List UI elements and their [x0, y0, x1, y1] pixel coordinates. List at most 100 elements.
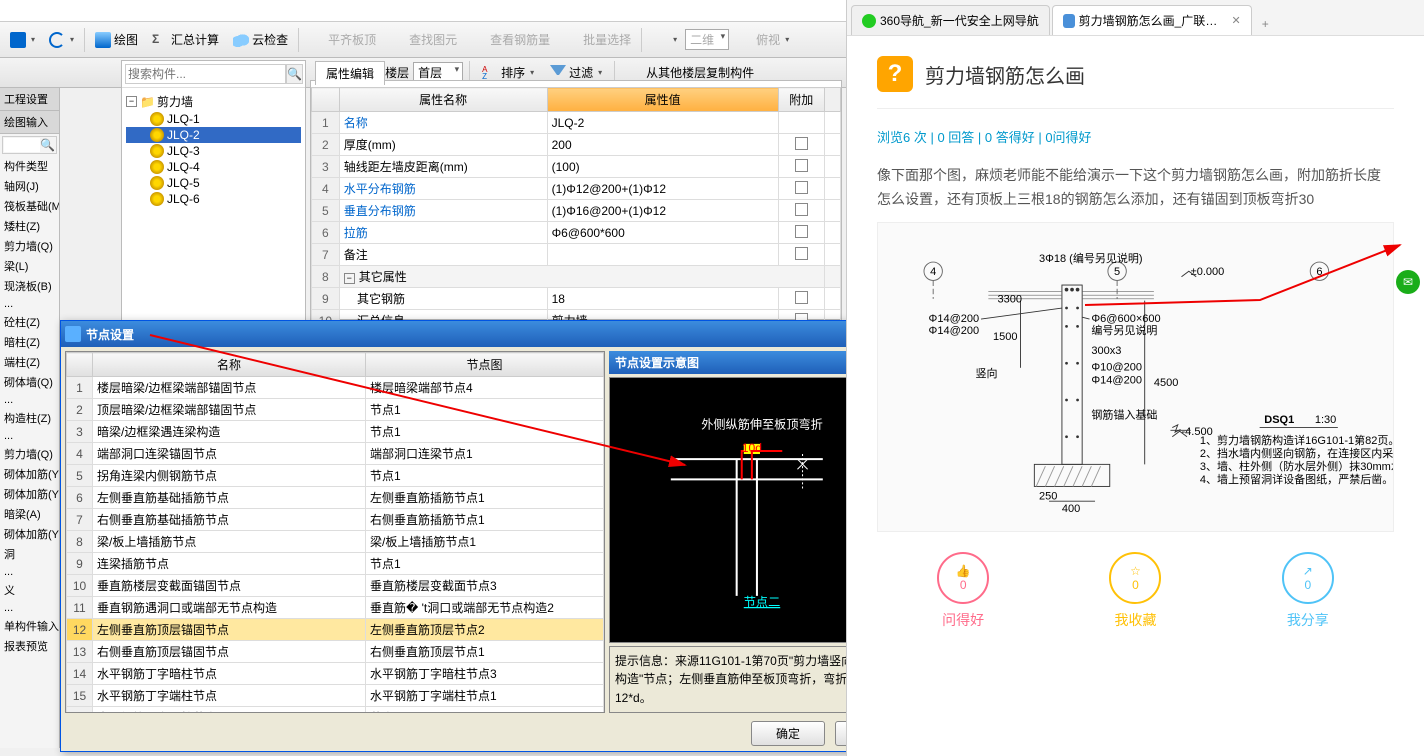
tab-close-icon[interactable]: ✕: [1231, 14, 1240, 27]
node-row[interactable]: 11垂直钢筋遇洞口或端部无节点构造垂直筋� 't洞口或端部无节点构造2: [67, 597, 604, 619]
node-row[interactable]: 8梁/板上墙插筋节点梁/板上墙插筋节点1: [67, 531, 604, 553]
category-item[interactable]: 剪力墙(Q): [0, 444, 59, 464]
node-row[interactable]: 14水平钢筋丁字暗柱节点水平钢筋丁字暗柱节点3: [67, 663, 604, 685]
checkbox[interactable]: [795, 291, 808, 304]
tree-search-button[interactable]: 🔍: [286, 64, 303, 84]
batch-select-button[interactable]: 批量选择: [558, 29, 637, 50]
checkbox[interactable]: [795, 203, 808, 216]
view-rebar-button[interactable]: 查看钢筋量: [465, 29, 556, 50]
property-row[interactable]: 6拉筋Φ6@600*600: [312, 222, 841, 244]
node-row[interactable]: 1楼层暗梁/边框梁端部锚固节点楼层暗梁端部节点4: [67, 377, 604, 399]
top-view-button[interactable]: 俯视▾: [731, 29, 795, 50]
category-item[interactable]: 砌体加筋(Y): [0, 484, 59, 504]
node-row[interactable]: 16水平钢筋丁字无柱节点节点3: [67, 707, 604, 714]
tree-search-input[interactable]: [125, 64, 286, 84]
category-item[interactable]: 构件类型: [0, 156, 59, 176]
browser-tab-2[interactable]: 剪力墙钢筋怎么画_广联达服务新 ✕: [1052, 5, 1252, 35]
category-item[interactable]: 砌体加筋(Y): [0, 464, 59, 484]
category-item[interactable]: 剪力墙(Q): [0, 236, 59, 256]
node-row[interactable]: 2顶层暗梁/边框梁端部锚固节点节点1: [67, 399, 604, 421]
category-item[interactable]: 砼柱(Z): [0, 312, 59, 332]
checkbox[interactable]: [795, 247, 808, 260]
tree-item[interactable]: JLQ-6: [126, 191, 301, 207]
category-item[interactable]: ...: [0, 428, 59, 444]
view-mode-combo[interactable]: 二维: [685, 29, 729, 50]
category-item[interactable]: 暗柱(Z): [0, 332, 59, 352]
browser-tab-1[interactable]: 360导航_新一代安全上网导航: [851, 5, 1050, 35]
left-search-input[interactable]: [4, 138, 40, 152]
collapse-icon[interactable]: −: [126, 96, 137, 107]
category-item[interactable]: 洞: [0, 544, 59, 564]
tree-item[interactable]: JLQ-5: [126, 175, 301, 191]
node-row[interactable]: 3暗梁/边框梁遇连梁构造节点1: [67, 421, 604, 443]
cloud-check-button[interactable]: 云检查: [227, 29, 294, 50]
action-问得好[interactable]: 👍0问得好: [937, 552, 989, 630]
tree-item[interactable]: JLQ-3: [126, 143, 301, 159]
find-elem-button[interactable]: 查找图元: [384, 29, 463, 50]
tree-item[interactable]: JLQ-4: [126, 159, 301, 175]
gear-icon: [150, 176, 164, 190]
property-row[interactable]: 5垂直分布钢筋(1)Φ16@200+(1)Φ12: [312, 200, 841, 222]
property-row[interactable]: 3轴线距左墙皮距离(mm)(100): [312, 156, 841, 178]
category-item[interactable]: 义: [0, 580, 59, 600]
svg-text:5: 5: [1114, 266, 1120, 278]
save-button[interactable]: ▾: [4, 30, 41, 50]
node-row[interactable]: 9连梁插筋节点节点1: [67, 553, 604, 575]
category-item[interactable]: 单构件输入: [0, 616, 59, 636]
category-item[interactable]: ...: [0, 600, 59, 616]
sum-button[interactable]: Σ汇总计算: [146, 29, 225, 50]
node-row[interactable]: 15水平钢筋丁字端柱节点水平钢筋丁字端柱节点1: [67, 685, 604, 707]
ok-button[interactable]: 确定: [751, 721, 825, 746]
category-item[interactable]: 构造柱(Z): [0, 408, 59, 428]
panel-header-draw[interactable]: 绘图输入: [0, 111, 59, 134]
node-row[interactable]: 4端部洞口连梁锚固节点端部洞口连梁节点1: [67, 443, 604, 465]
tree-root[interactable]: − 📁 剪力墙: [126, 92, 301, 111]
checkbox[interactable]: [795, 137, 808, 150]
property-tab[interactable]: 属性编辑: [315, 61, 385, 85]
property-row[interactable]: 2厚度(mm)200: [312, 134, 841, 156]
search-icon[interactable]: 🔍: [40, 138, 55, 152]
flat-top-button[interactable]: 平齐板顶: [303, 29, 382, 50]
category-item[interactable]: 轴网(J): [0, 176, 59, 196]
category-item[interactable]: 端柱(Z): [0, 352, 59, 372]
node-row[interactable]: 10垂直筋楼层变截面锚固节点垂直筋楼层变截面节点3: [67, 575, 604, 597]
checkbox[interactable]: [795, 159, 808, 172]
category-item[interactable]: ...: [0, 392, 59, 408]
node-row[interactable]: 13右侧垂直筋顶层锚固节点右侧垂直筋顶层节点1: [67, 641, 604, 663]
category-item[interactable]: 梁(L): [0, 256, 59, 276]
property-row[interactable]: 4水平分布钢筋(1)Φ12@200+(1)Φ12: [312, 178, 841, 200]
category-item[interactable]: 砌体墙(Q): [0, 372, 59, 392]
checkbox[interactable]: [795, 225, 808, 238]
property-row[interactable]: 1名称JLQ-2: [312, 112, 841, 134]
node-row[interactable]: 7右侧垂直筋基础插筋节点右侧垂直筋插筋节点1: [67, 509, 604, 531]
tree-item[interactable]: JLQ-1: [126, 111, 301, 127]
category-item[interactable]: ...: [0, 296, 59, 312]
category-item[interactable]: 暗梁(A): [0, 504, 59, 524]
tree-item[interactable]: JLQ-2: [126, 127, 301, 143]
action-我分享[interactable]: ↗0我分享: [1282, 552, 1334, 630]
node-row[interactable]: 12左侧垂直筋顶层锚固节点左侧垂直筋顶层节点2: [67, 619, 604, 641]
new-tab-button[interactable]: +: [1254, 13, 1277, 35]
draw-button[interactable]: 绘图: [89, 29, 144, 50]
category-item[interactable]: 矮柱(Z): [0, 216, 59, 236]
property-row[interactable]: 9 其它钢筋18: [312, 288, 841, 310]
node-row[interactable]: 6左侧垂直筋基础插筋节点左侧垂直筋插筋节点1: [67, 487, 604, 509]
category-list: 构件类型轴网(J)筏板基础(M)矮柱(Z)剪力墙(Q)梁(L)现浇板(B)...…: [0, 156, 59, 656]
undo-button[interactable]: ▾: [43, 30, 80, 50]
question-icon: ?: [877, 56, 913, 92]
node-row[interactable]: 5拐角连梁内侧钢筋节点节点1: [67, 465, 604, 487]
action-我收藏[interactable]: ☆0我收藏: [1109, 552, 1161, 630]
property-row[interactable]: 7备注: [312, 244, 841, 266]
checkbox[interactable]: [795, 181, 808, 194]
unknown-button[interactable]: ▾: [646, 30, 683, 50]
dialog-titlebar[interactable]: 节点设置 _ □ ✕: [61, 321, 919, 347]
category-item[interactable]: ...: [0, 564, 59, 580]
category-item[interactable]: 砌体加筋(Y): [0, 524, 59, 544]
category-item[interactable]: 筏板基础(M): [0, 196, 59, 216]
panel-header-settings[interactable]: 工程设置: [0, 88, 59, 111]
wechat-float-icon[interactable]: ✉: [1396, 270, 1420, 294]
col-node-name: 名称: [93, 353, 366, 377]
category-item[interactable]: 报表预览: [0, 636, 59, 656]
property-row[interactable]: 8−其它属性: [312, 266, 841, 288]
category-item[interactable]: 现浇板(B): [0, 276, 59, 296]
